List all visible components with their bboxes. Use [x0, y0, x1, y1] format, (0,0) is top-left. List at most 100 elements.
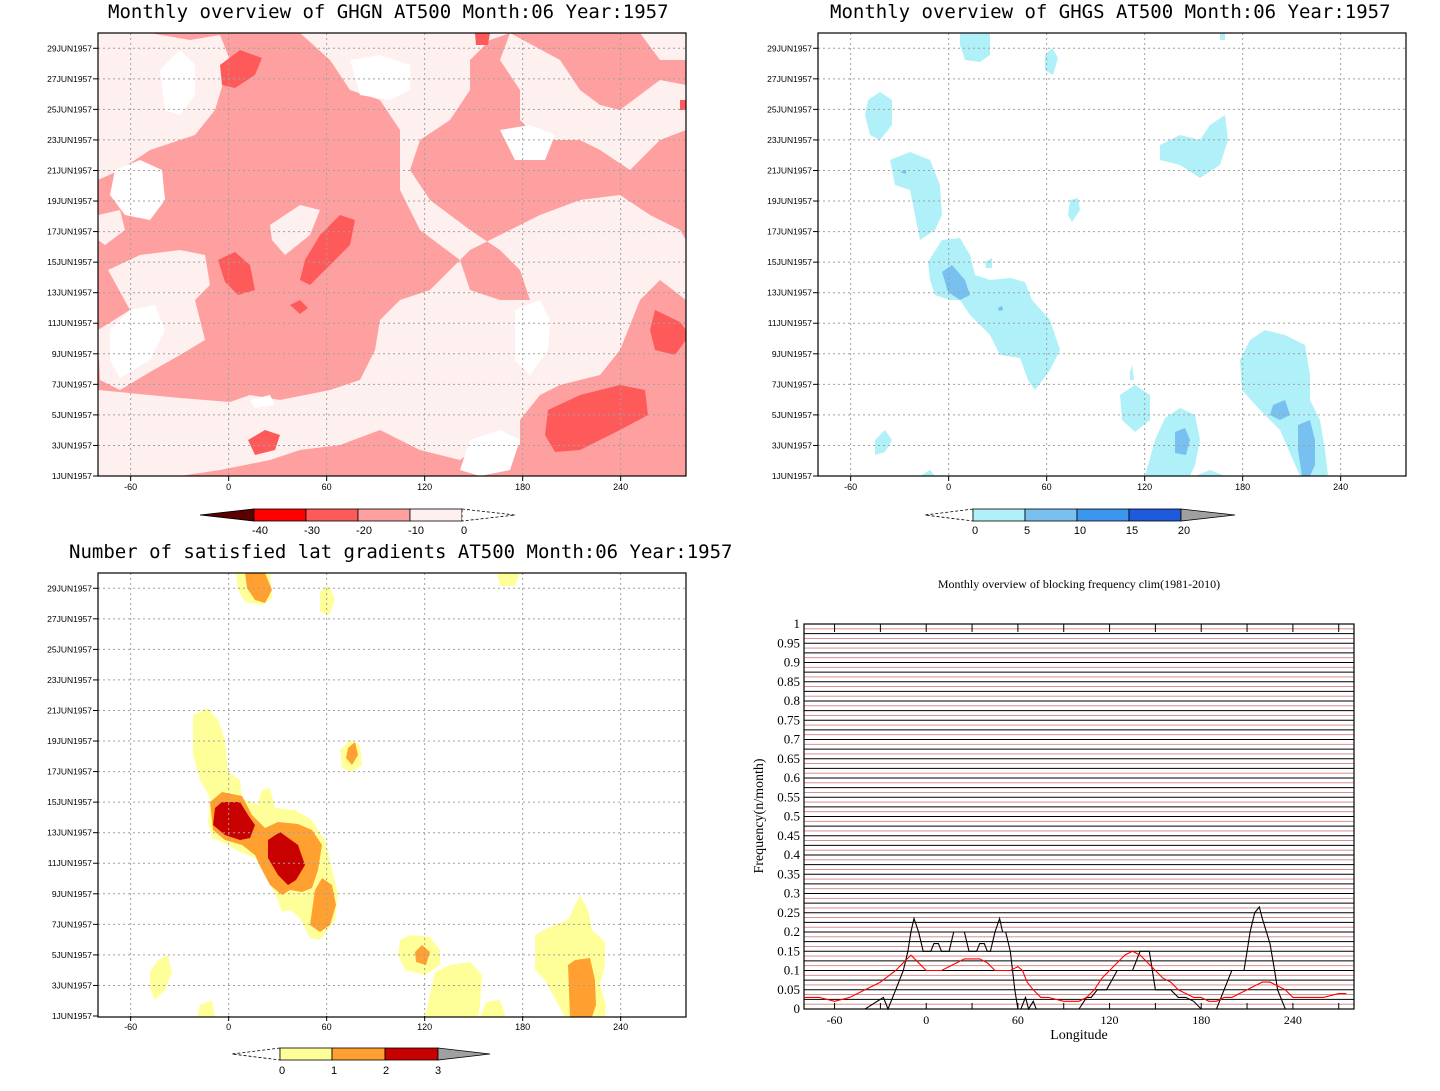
ghgn-cbar-label-2: -30 [304, 525, 320, 537]
ghgs-y-tick-label: 15JUN1957 [767, 257, 812, 267]
freq-y-tick-label: 0.15 [777, 943, 800, 958]
ghgn-x-tick-label: 180 [515, 482, 530, 492]
ghgn-plot: -60 0 60 120 180 240 1JUN1957 3JUN1957 5JUN1957 7… [47, 32, 687, 537]
ghgs-title: Monthly overview of GHGS AT500 Month:06 … [830, 1, 1391, 23]
freq-y-tick-label: 0.95 [777, 635, 800, 650]
ghgs-cbar-label-1: 0 [972, 525, 978, 537]
ghgn-y-tick-label: 13JUN1957 [47, 288, 92, 298]
freq-x-tick-label: 180 [1192, 1013, 1210, 1027]
freq-ylabel: Frequency(n/month) [752, 758, 767, 873]
ghgn-title: Monthly overview of GHGN AT500 Month:06 … [108, 1, 669, 23]
ghgs-y-tick-label: 21JUN1957 [767, 165, 812, 175]
lat-cbar-label-4: 3 [435, 1065, 441, 1077]
ghgs-y-tick-label: 7JUN1957 [772, 379, 812, 389]
lat-cbar-label-1: 0 [279, 1065, 285, 1077]
freq-y-tick-label: 0.3 [784, 886, 800, 901]
ghgn-x-tick-label: 60 [322, 482, 332, 492]
freq-y-tick-label: 0.1 [784, 963, 800, 978]
ghgs-y-tick-label: 27JUN1957 [767, 74, 812, 84]
lat-field-1 [150, 573, 606, 1017]
lat-x-tick-label: 60 [322, 1022, 332, 1032]
ghgs-x-tick-label: 120 [1137, 482, 1152, 492]
ghgn-field-light [98, 33, 686, 476]
ghgn-colorbar: -40 -30 -20 -10 0 [199, 508, 516, 537]
ghgs-y-tick-label: 3JUN1957 [772, 440, 812, 450]
lat-cbar-label-3: 2 [383, 1065, 389, 1077]
freq-x-tick-label: -60 [827, 1013, 843, 1027]
freq-xlabel: Longitude [1050, 1028, 1108, 1043]
freq-x-tick-label: 0 [923, 1013, 929, 1027]
lat-x-tick-label: 180 [515, 1022, 530, 1032]
lat-title: Number of satisfied lat gradients AT500 … [69, 541, 733, 563]
ghgs-frame [817, 32, 1407, 477]
freq-x-tick-label: 60 [1012, 1013, 1024, 1027]
ghgn-cbar-label-3: -20 [356, 525, 372, 537]
lat-x-tick-label: 0 [226, 1022, 231, 1032]
ghgn-y-tick-label: 5JUN1957 [52, 410, 92, 420]
lat-y-tick-label: 13JUN1957 [47, 828, 92, 838]
lat-y-tick-label: 11JUN1957 [48, 858, 93, 868]
ghgn-x-tick-label: -60 [124, 482, 137, 492]
ghgn-y-tick-label: 23JUN1957 [47, 135, 92, 145]
ghgn-y-tick-label: 7JUN1957 [52, 379, 92, 389]
ghgn-y-tick-label: 17JUN1957 [47, 227, 92, 237]
ghgn-y-tick-label: 9JUN1957 [52, 349, 92, 359]
lat-y-tick-label: 27JUN1957 [47, 614, 92, 624]
lat-y-tick-label: 7JUN1957 [52, 919, 92, 929]
lat-y-tick-label: 5JUN1957 [52, 950, 92, 960]
lat-y-tick-label: 3JUN1957 [52, 980, 92, 990]
ghgn-y-tick-label: 27JUN1957 [47, 74, 92, 84]
lat-y-tick-label: 19JUN1957 [47, 736, 92, 746]
ghgn-x-tick-label: 0 [226, 482, 231, 492]
ghgn-field-dark [218, 33, 686, 455]
ghgs-plot: -60 0 60 120 180 240 1JUN1957 3JUN1957 5JUN1957 7… [767, 32, 1407, 537]
lat-y-tick-label: 9JUN1957 [52, 889, 92, 899]
ghgs-y-tick-label: 25JUN1957 [767, 104, 812, 114]
ghgn-y-tick-label: 29JUN1957 [47, 43, 92, 53]
ghgs-x-tick-label: 180 [1235, 482, 1250, 492]
lat-y-tick-label: 23JUN1957 [47, 675, 92, 685]
lat-frame [97, 572, 687, 1018]
ghgs-x-tick-label: 240 [1333, 482, 1348, 492]
lat-x-tick-label: 120 [417, 1022, 432, 1032]
ghgs-field-light [865, 33, 1328, 476]
freq-y-tick-label: 0.8 [784, 693, 800, 708]
ghgn-y-tick-label: 21JUN1957 [47, 165, 92, 175]
freq-y-tick-label: 0.85 [777, 674, 800, 689]
ghgn-y-tick-label: 11JUN1957 [48, 318, 93, 328]
lat-y-tick-label: 17JUN1957 [47, 767, 92, 777]
ghgs-y-tick-label: 29JUN1957 [767, 43, 812, 53]
lat-y-tick-label: 29JUN1957 [47, 583, 92, 593]
freq-y-tick-label: 0.9 [784, 655, 800, 670]
ghgs-colorbar: 0 5 10 15 20 [924, 508, 1236, 537]
ghgn-frame [97, 32, 687, 477]
freq-x-tick-label: 240 [1284, 1013, 1302, 1027]
freq-y-tick-label: 0.05 [777, 982, 800, 997]
ghgs-y-tick-label: 11JUN1957 [768, 318, 813, 328]
ghgn-y-tick-label: 25JUN1957 [47, 104, 92, 114]
freq-y-tick-label: 0.55 [777, 789, 800, 804]
ghgs-y-tick-label: 9JUN1957 [772, 349, 812, 359]
freq-y-tick-label: 0.7 [784, 732, 801, 747]
ghgs-cbar-label-3: 10 [1074, 525, 1086, 537]
ghgn-y-tick-label: 1JUN1957 [52, 471, 92, 481]
ghgs-y-tick-label: 19JUN1957 [767, 196, 812, 206]
lat-y-tick-label: 21JUN1957 [47, 705, 92, 715]
ghgs-cbar-label-4: 15 [1126, 525, 1138, 537]
freq-y-tick-label: 0.75 [777, 712, 800, 727]
ghgs-x-tick-label: 0 [946, 482, 951, 492]
ghgs-y-tick-label: 1JUN1957 [772, 471, 812, 481]
ghgs-x-tick-label: 60 [1042, 482, 1052, 492]
ghgn-x-tick-label: 240 [613, 482, 628, 492]
lat-colorbar: 0 1 2 3 [231, 1047, 491, 1077]
ghgn-y-tick-label: 3JUN1957 [52, 440, 92, 450]
lat-y-tick-label: 25JUN1957 [47, 644, 92, 654]
freq-y-tick-label: 0.2 [784, 924, 800, 939]
freq-y-tick-label: 0.5 [784, 809, 800, 824]
freq-series-clim [804, 950, 1347, 1002]
lat-y-tick-label: 15JUN1957 [47, 797, 92, 807]
ghgn-cbar-label-1: -40 [252, 525, 268, 537]
lat-x-tick-label: 240 [613, 1022, 628, 1032]
ghgn-cbar-label-4: -10 [408, 525, 424, 537]
ghgn-cbar-label-5: 0 [461, 525, 467, 537]
